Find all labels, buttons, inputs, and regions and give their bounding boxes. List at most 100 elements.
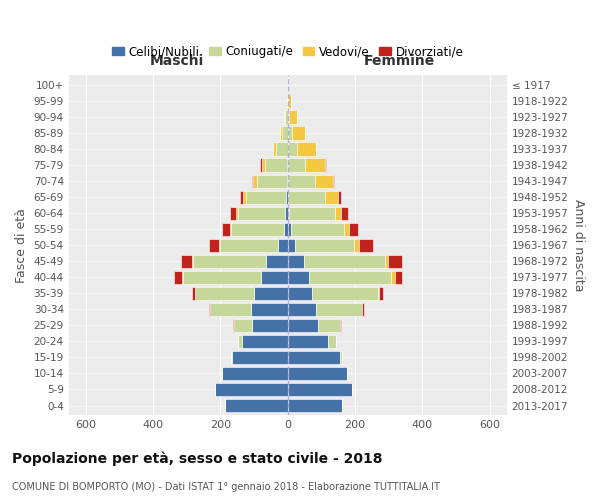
Bar [191, 286, 195, 300]
Bar [287, 158, 305, 172]
Bar [325, 190, 338, 203]
Bar [266, 254, 287, 268]
Bar [354, 238, 359, 252]
Bar [289, 206, 335, 220]
Text: Popolazione per età, sesso e stato civile - 2018: Popolazione per età, sesso e stato civil… [12, 451, 383, 466]
Bar [273, 142, 276, 156]
Bar [210, 303, 251, 316]
Bar [240, 190, 243, 203]
Bar [265, 158, 287, 172]
Bar [281, 126, 287, 140]
Bar [234, 319, 253, 332]
Bar [287, 399, 341, 412]
Bar [242, 335, 287, 348]
Bar [359, 238, 373, 252]
Bar [230, 222, 232, 236]
Bar [243, 190, 245, 203]
Bar [287, 303, 316, 316]
Bar [215, 383, 287, 396]
Bar [338, 190, 341, 203]
Bar [238, 206, 285, 220]
Text: Maschi: Maschi [149, 54, 203, 68]
Bar [284, 110, 285, 124]
Bar [287, 126, 292, 140]
Bar [305, 158, 325, 172]
Bar [226, 399, 287, 412]
Bar [174, 270, 182, 284]
Bar [287, 383, 352, 396]
Bar [312, 286, 377, 300]
Bar [251, 303, 287, 316]
Bar [287, 270, 308, 284]
Bar [318, 319, 340, 332]
Bar [286, 190, 287, 203]
Bar [377, 286, 379, 300]
Bar [276, 142, 287, 156]
Bar [287, 222, 291, 236]
Bar [193, 254, 266, 268]
Bar [287, 238, 295, 252]
Bar [182, 270, 183, 284]
Bar [287, 335, 328, 348]
Bar [183, 270, 261, 284]
Bar [287, 319, 318, 332]
Bar [223, 222, 230, 236]
Bar [379, 286, 383, 300]
Bar [362, 303, 364, 316]
Bar [304, 254, 385, 268]
Bar [181, 254, 191, 268]
Bar [288, 94, 291, 108]
Bar [284, 222, 287, 236]
Bar [287, 367, 347, 380]
Bar [222, 367, 287, 380]
Bar [287, 142, 297, 156]
Y-axis label: Fasce di età: Fasce di età [15, 208, 28, 282]
Bar [287, 254, 304, 268]
Bar [385, 254, 388, 268]
Bar [236, 206, 238, 220]
Bar [289, 190, 325, 203]
Bar [340, 351, 341, 364]
Bar [308, 270, 391, 284]
Y-axis label: Anni di nascita: Anni di nascita [572, 199, 585, 292]
Bar [245, 190, 286, 203]
Bar [232, 351, 287, 364]
Bar [297, 142, 316, 156]
Legend: Celibi/Nubili, Coniugati/e, Vedovi/e, Divorziati/e: Celibi/Nubili, Coniugati/e, Vedovi/e, Di… [107, 40, 469, 63]
Bar [332, 174, 334, 188]
Bar [233, 319, 234, 332]
Bar [191, 254, 193, 268]
Bar [209, 238, 218, 252]
Bar [395, 270, 402, 284]
Bar [285, 206, 287, 220]
Bar [391, 270, 395, 284]
Bar [291, 222, 344, 236]
Bar [292, 126, 305, 140]
Bar [287, 206, 289, 220]
Bar [288, 174, 315, 188]
Bar [295, 238, 354, 252]
Bar [388, 254, 402, 268]
Bar [253, 174, 257, 188]
Bar [278, 238, 287, 252]
Bar [287, 351, 340, 364]
Bar [349, 222, 358, 236]
Bar [251, 174, 253, 188]
Bar [260, 158, 262, 172]
Bar [238, 335, 242, 348]
Bar [316, 303, 362, 316]
Bar [254, 286, 287, 300]
Bar [335, 206, 341, 220]
Bar [287, 286, 312, 300]
Bar [253, 319, 287, 332]
Bar [287, 190, 289, 203]
Bar [261, 270, 287, 284]
Bar [340, 319, 341, 332]
Bar [315, 174, 332, 188]
Bar [220, 238, 278, 252]
Bar [195, 286, 254, 300]
Bar [218, 238, 220, 252]
Bar [272, 142, 273, 156]
Bar [285, 110, 287, 124]
Bar [280, 126, 281, 140]
